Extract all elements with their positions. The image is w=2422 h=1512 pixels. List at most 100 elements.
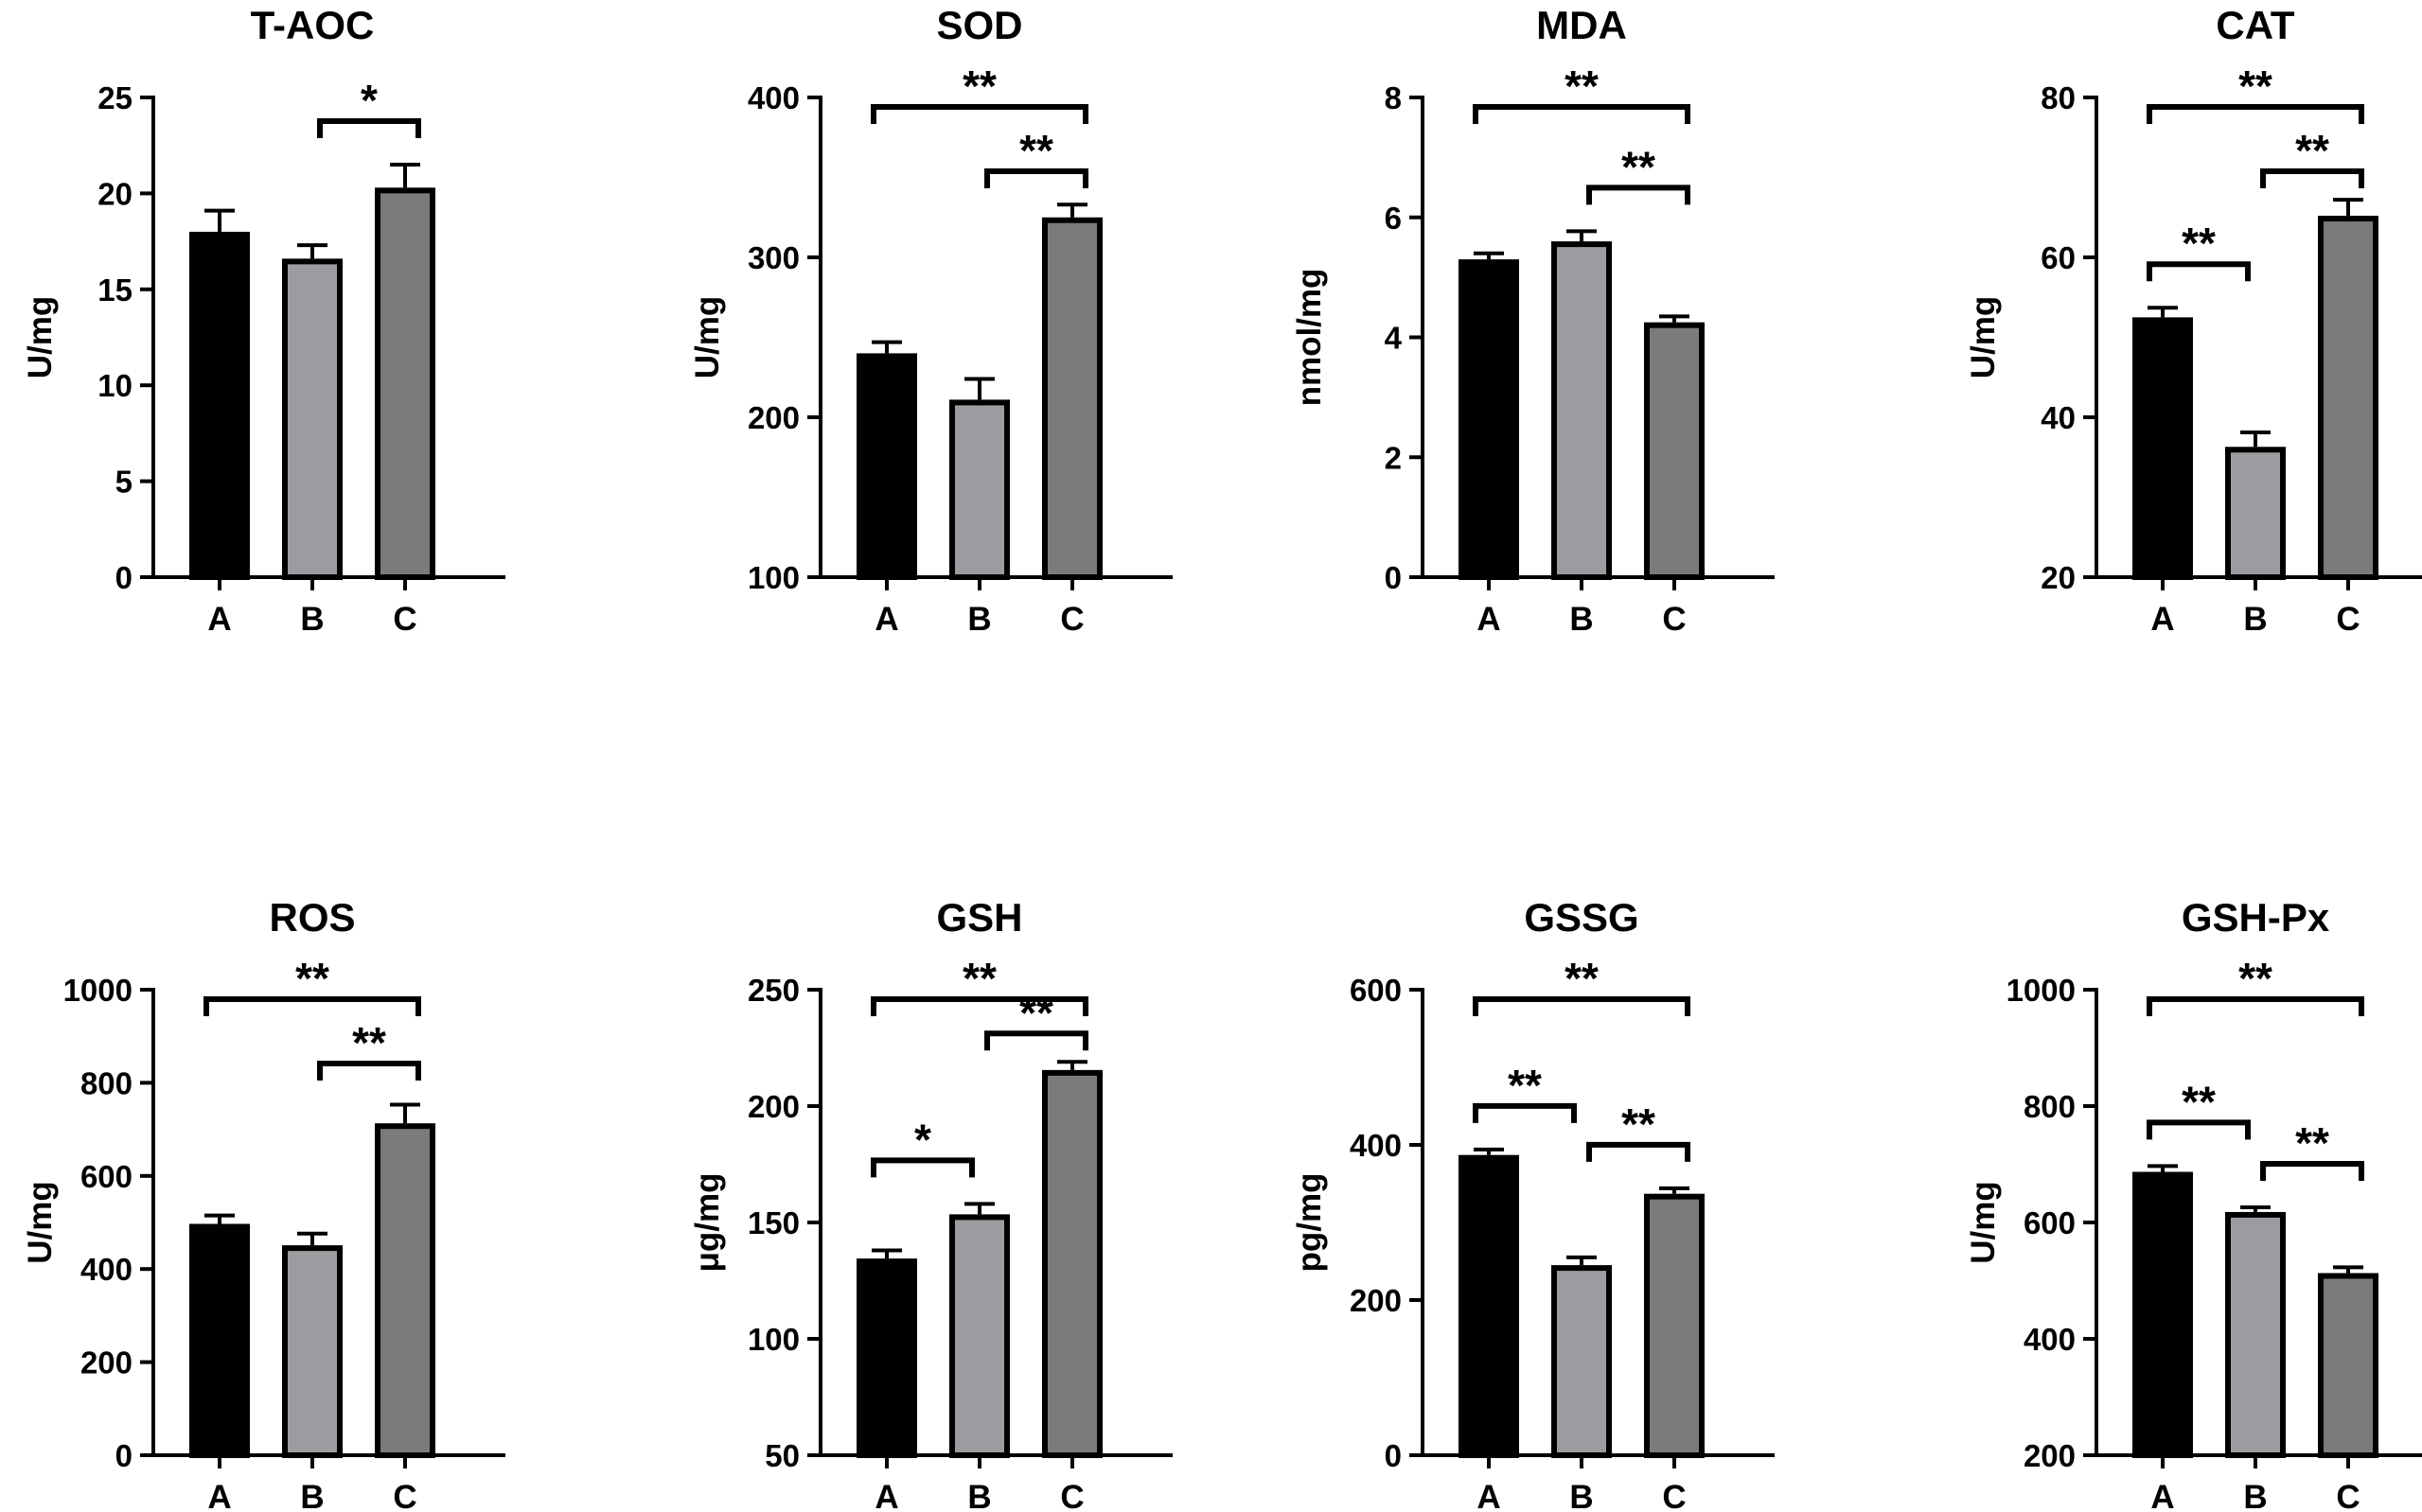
significance-bracket — [2147, 261, 2251, 282]
x-tick-label-b: B — [300, 601, 324, 638]
significance-bracket — [317, 117, 421, 138]
y-tick-label: 200 — [80, 1345, 133, 1380]
significance-label: ** — [2238, 62, 2272, 111]
bar-c — [1042, 217, 1103, 580]
bar-c — [2318, 1273, 2378, 1458]
panel-title: SOD — [936, 3, 1022, 47]
bar-a — [2132, 1171, 2193, 1458]
significance-bracket — [2260, 168, 2364, 188]
y-tick-label: 100 — [748, 560, 800, 595]
y-tick-label: 400 — [2024, 1322, 2076, 1357]
panel-gssg: GSSG pg/mg 0 200 400 600 A B C ** ** ** — [1291, 895, 1775, 1512]
x-tick-label-b: B — [967, 1479, 991, 1512]
significance-bracket — [317, 1061, 421, 1081]
y-tick-label: 60 — [2041, 240, 2076, 275]
significance-bracket — [871, 1157, 975, 1178]
significance-bracket — [2147, 1119, 2251, 1140]
significance-label: ** — [1621, 1099, 1655, 1149]
panel-t-aoc: T-AOC U/mg 0 5 10 15 20 25 A B C * — [22, 3, 505, 638]
significance-bracket — [984, 168, 1088, 188]
x-tick-label-b: B — [967, 601, 991, 638]
x-tick-label-b: B — [2243, 1479, 2267, 1512]
bar-b — [949, 1214, 1010, 1459]
bar-b — [2225, 1211, 2286, 1459]
significance-label: ** — [1508, 1061, 1542, 1110]
bar-a — [857, 1258, 917, 1458]
y-tick-label: 40 — [2041, 400, 2076, 435]
y-tick-label: 250 — [748, 973, 800, 1008]
significance-bracket — [2147, 104, 2364, 124]
x-tick-label-c: C — [1662, 1479, 1686, 1512]
significance-label: ** — [2295, 126, 2329, 175]
y-tick-label: 20 — [97, 176, 133, 211]
panel-sod: SOD U/mg 100 200 300 400 A B C ** ** — [689, 3, 1173, 638]
panel-cat: CAT U/mg 20 40 60 80 A B C ** ** ** — [1965, 3, 2422, 638]
y-axis-label: pg/mg — [1291, 1173, 1328, 1273]
y-tick-label: 400 — [80, 1252, 133, 1287]
y-tick-label: 20 — [2041, 560, 2076, 595]
significance-bracket — [1473, 996, 1690, 1016]
y-tick-label: 300 — [748, 240, 800, 275]
significance-label: ** — [2182, 1077, 2216, 1126]
y-tick-label: 50 — [765, 1438, 800, 1473]
panel-ros: ROS U/mg 0 200 400 600 800 1000 A B C ** ** — [22, 895, 505, 1512]
y-tick-label: 5 — [115, 465, 133, 500]
bar-c — [1042, 1069, 1103, 1458]
significance-label: ** — [1621, 142, 1655, 191]
panel-title: GSH-Px — [2182, 895, 2330, 940]
x-tick-label-a: A — [2150, 601, 2174, 638]
y-axis-label: U/mg — [1965, 1181, 2002, 1264]
y-tick-label: 800 — [2024, 1089, 2076, 1124]
significance-label: * — [914, 1115, 931, 1164]
significance-bracket — [871, 104, 1088, 124]
y-tick-label: 200 — [748, 400, 800, 435]
x-tick-label-b: B — [300, 1479, 324, 1512]
y-tick-label: 0 — [115, 1438, 133, 1473]
x-tick-label-b: B — [2243, 601, 2267, 638]
significance-label: * — [361, 76, 378, 125]
x-tick-label-c: C — [1662, 601, 1686, 638]
y-tick-label: 100 — [748, 1322, 800, 1357]
y-tick-label: 600 — [2024, 1205, 2076, 1240]
x-tick-label-c: C — [393, 601, 416, 638]
bar-b — [282, 258, 343, 580]
y-tick-label: 8 — [1385, 80, 1402, 115]
significance-bracket — [1586, 1141, 1690, 1162]
bar-a — [189, 1223, 250, 1458]
significance-bracket — [2147, 996, 2364, 1016]
x-tick-label-a: A — [875, 1479, 898, 1512]
x-tick-label-c: C — [2336, 1479, 2360, 1512]
panel-title: ROS — [269, 895, 355, 940]
panel-gsh-px: GSH-Px U/mg 200 400 600 800 1000 A B C ** ** ** — [1965, 895, 2422, 1512]
bar-c — [1644, 1193, 1705, 1459]
significance-label: ** — [963, 954, 997, 1003]
x-tick-label-a: A — [1476, 1479, 1500, 1512]
bar-c — [375, 1123, 435, 1458]
significance-label: ** — [2295, 1118, 2329, 1168]
x-tick-label-b: B — [1569, 601, 1593, 638]
x-tick-label-a: A — [1476, 601, 1500, 638]
significance-label: ** — [1019, 126, 1053, 175]
bar-b — [1551, 1265, 1612, 1458]
bar-b — [282, 1245, 343, 1459]
y-axis-label: U/mg — [1965, 296, 2002, 379]
significance-bracket — [2260, 1161, 2364, 1182]
bar-a — [1459, 259, 1519, 580]
bar-c — [2318, 216, 2378, 580]
x-tick-label-c: C — [393, 1479, 416, 1512]
bar-b — [2225, 447, 2286, 581]
y-axis-label: nmol/mg — [1291, 269, 1328, 407]
y-tick-label: 0 — [115, 560, 133, 595]
bar-b — [1551, 241, 1612, 580]
y-tick-label: 0 — [1385, 1438, 1402, 1473]
significance-bracket — [1586, 185, 1690, 205]
panel-mda: MDA nmol/mg 0 2 4 6 8 A B C ** ** — [1291, 3, 1775, 638]
y-axis-label: U/mg — [22, 296, 59, 379]
y-tick-label: 2 — [1385, 440, 1402, 475]
significance-bracket — [203, 996, 421, 1016]
y-tick-label: 6 — [1385, 201, 1402, 236]
x-tick-label-c: C — [1060, 601, 1084, 638]
y-tick-label: 600 — [80, 1159, 133, 1194]
x-tick-label-c: C — [2336, 601, 2360, 638]
